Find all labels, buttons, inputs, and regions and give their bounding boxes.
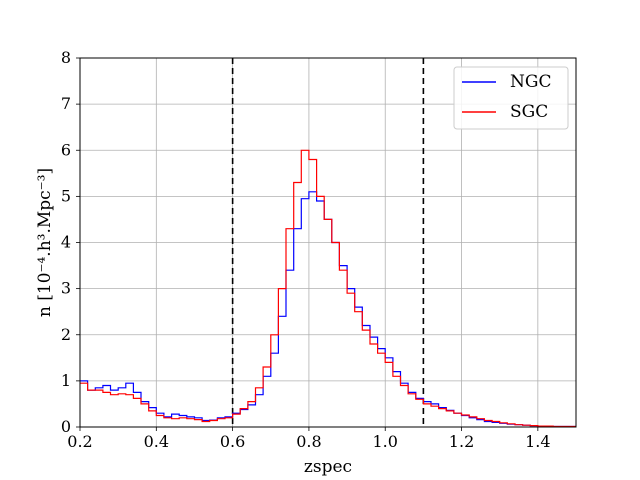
reference-lines [231,58,425,427]
axis-ticks: 0.2 0.4 0.6 0.8 1.0 1.2 1.4 0 1 2 3 4 5 6 7 8 [61,48,551,451]
x-tick-label: 1.4 [525,432,550,451]
y-tick-label: 6 [61,140,71,159]
y-tick-label: 4 [61,233,71,252]
y-tick-label: 2 [61,325,71,344]
y-axis-label: n [10⁻⁴.h³.Mpc⁻³] [35,168,55,317]
legend-label-ngc: NGC [510,72,551,92]
series-group [80,149,576,428]
y-tick-label: 0 [61,417,71,436]
y-tick-label: 3 [61,279,71,298]
y-tick-label: 1 [61,371,71,390]
x-tick-label: 0.8 [296,432,321,451]
x-tick-label: 0.6 [220,432,245,451]
x-tick-label: 1.2 [449,432,474,451]
series-line-sgc [80,149,576,428]
x-axis-label: zspec [304,457,352,477]
y-tick-label: 5 [61,186,71,205]
x-tick-label: 0.2 [67,432,92,451]
y-tick-label: 8 [61,48,71,67]
x-tick-label: 0.4 [144,432,169,451]
y-tick-label: 7 [61,94,71,113]
x-tick-label: 1.0 [373,432,398,451]
legend-label-sgc: SGC [510,102,548,122]
legend: NGC SGC [453,66,569,130]
